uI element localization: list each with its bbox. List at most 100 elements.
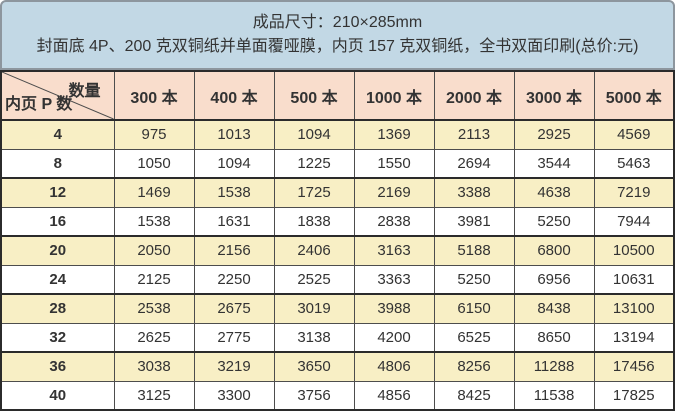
pages-label-28: 28 — [0, 293, 115, 324]
table-body: 4 975 1013 1094 1369 2113 2925 4569 8 1050 1094 122… — [0, 119, 675, 411]
price-cell: 5250 — [433, 264, 515, 295]
price-cell: 3125 — [113, 380, 195, 411]
price-cell: 2406 — [273, 235, 355, 266]
table-head-row: 数量 内页 P 数 300 本 400 本 500 本 1000 本 2000 本 300… — [0, 70, 675, 121]
pages-label-8: 8 — [0, 148, 115, 179]
price-cell: 4638 — [513, 177, 595, 208]
price-cell: 3219 — [193, 351, 275, 382]
price-cell: 3981 — [433, 206, 515, 237]
price-cell: 8650 — [513, 322, 595, 353]
pages-label-16: 16 — [0, 206, 115, 237]
table-row-12p: 12 1469 1538 1725 2169 3388 4638 7219 — [0, 177, 675, 208]
price-cell: 2925 — [513, 119, 595, 150]
price-cell: 5188 — [433, 235, 515, 266]
price-cell: 2625 — [113, 322, 195, 353]
price-cell: 2156 — [193, 235, 275, 266]
price-cell: 1050 — [113, 148, 195, 179]
price-cell: 7944 — [593, 206, 675, 237]
price-cell: 2050 — [113, 235, 195, 266]
pages-label-32: 32 — [0, 322, 115, 353]
price-cell: 2675 — [193, 293, 275, 324]
price-cell: 4200 — [353, 322, 435, 353]
price-cell: 13100 — [593, 293, 675, 324]
quantity-header-1000本: 1000 本 — [353, 70, 435, 121]
price-cell: 3300 — [193, 380, 275, 411]
table-row-16p: 16 1538 1631 1838 2838 3981 5250 7944 — [0, 206, 675, 237]
quantity-header-500本: 500 本 — [273, 70, 355, 121]
table-row-4p: 4 975 1013 1094 1369 2113 2925 4569 — [0, 119, 675, 150]
product-size-text: 成品尺寸：210×285mm — [252, 14, 423, 31]
quantity-header-400本: 400 本 — [193, 70, 275, 121]
price-cell: 3363 — [353, 264, 435, 295]
price-cell: 1094 — [193, 148, 275, 179]
price-cell: 3388 — [433, 177, 515, 208]
price-cell: 5250 — [513, 206, 595, 237]
table-row-36p: 36 3038 3219 3650 4806 8256 11288 17456 — [0, 351, 675, 382]
price-cell: 2838 — [353, 206, 435, 237]
price-cell: 4569 — [593, 119, 675, 150]
price-cell: 4856 — [353, 380, 435, 411]
price-cell: 1538 — [193, 177, 275, 208]
spec-header-panel: 成品尺寸：210×285mm 封面底 4P、200 克双铜纸并单面覆哑膜，内页 … — [0, 0, 675, 70]
pages-label-12: 12 — [0, 177, 115, 208]
price-cell: 3544 — [513, 148, 595, 179]
price-cell: 6800 — [513, 235, 595, 266]
price-cell: 1013 — [193, 119, 275, 150]
price-cell: 3163 — [353, 235, 435, 266]
table-row-40p: 40 3125 3300 3756 4856 8425 11538 17825 — [0, 380, 675, 411]
pages-label-36: 36 — [0, 351, 115, 382]
table-row-8p: 8 1050 1094 1225 1550 2694 3544 5463 — [0, 148, 675, 179]
table-head: 数量 内页 P 数 300 本 400 本 500 本 1000 本 2000 本 300… — [0, 70, 675, 121]
diagonal-divider-line — [2, 72, 114, 119]
price-cell: 3138 — [273, 322, 355, 353]
price-cell: 1369 — [353, 119, 435, 150]
price-cell: 2775 — [193, 322, 275, 353]
quantity-header-5000本: 5000 本 — [593, 70, 675, 121]
price-cell: 10500 — [593, 235, 675, 266]
price-cell: 2250 — [193, 264, 275, 295]
price-cell: 1469 — [113, 177, 195, 208]
price-cell: 2113 — [433, 119, 515, 150]
table-row-32p: 32 2625 2775 3138 4200 6525 8650 13194 — [0, 322, 675, 353]
price-cell: 2538 — [113, 293, 195, 324]
price-cell: 8425 — [433, 380, 515, 411]
quantity-header-2000本: 2000 本 — [433, 70, 515, 121]
price-cell: 1631 — [193, 206, 275, 237]
price-cell: 10631 — [593, 264, 675, 295]
price-cell: 6956 — [513, 264, 595, 295]
price-table: 数量 内页 P 数 300 本 400 本 500 本 1000 本 2000 本 300… — [0, 70, 675, 411]
price-cell: 3756 — [273, 380, 355, 411]
pages-label-4: 4 — [0, 119, 115, 150]
pages-label-20: 20 — [0, 235, 115, 266]
price-cell: 6150 — [433, 293, 515, 324]
pages-label-24: 24 — [0, 264, 115, 295]
price-cell: 17456 — [593, 351, 675, 382]
price-cell: 17825 — [593, 380, 675, 411]
pages-axis-label: 内页 P 数 — [5, 96, 73, 113]
price-cell: 3019 — [273, 293, 355, 324]
price-cell: 2525 — [273, 264, 355, 295]
price-cell: 13194 — [593, 322, 675, 353]
price-cell: 7219 — [593, 177, 675, 208]
quantity-axis-label: 数量 — [68, 83, 101, 100]
price-cell: 1225 — [273, 148, 355, 179]
table-row-20p: 20 2050 2156 2406 3163 5188 6800 10500 — [0, 235, 675, 266]
quantity-header-300本: 300 本 — [113, 70, 195, 121]
price-cell: 3988 — [353, 293, 435, 324]
quantity-header-3000本: 3000 本 — [513, 70, 595, 121]
price-cell: 2125 — [113, 264, 195, 295]
price-cell: 975 — [113, 119, 195, 150]
price-cell: 1550 — [353, 148, 435, 179]
price-cell: 3038 — [113, 351, 195, 382]
corner-cell: 数量 内页 P 数 — [0, 70, 115, 121]
price-cell: 3650 — [273, 351, 355, 382]
paper-spec-text: 封面底 4P、200 克双铜纸并单面覆哑膜，内页 157 克双铜纸，全书双面印刷… — [36, 38, 639, 55]
price-cell: 5463 — [593, 148, 675, 179]
price-cell: 6525 — [433, 322, 515, 353]
price-cell: 11538 — [513, 380, 595, 411]
table-row-28p: 28 2538 2675 3019 3988 6150 8438 13100 — [0, 293, 675, 324]
price-cell: 1838 — [273, 206, 355, 237]
price-cell: 4806 — [353, 351, 435, 382]
pages-label-40: 40 — [0, 380, 115, 411]
